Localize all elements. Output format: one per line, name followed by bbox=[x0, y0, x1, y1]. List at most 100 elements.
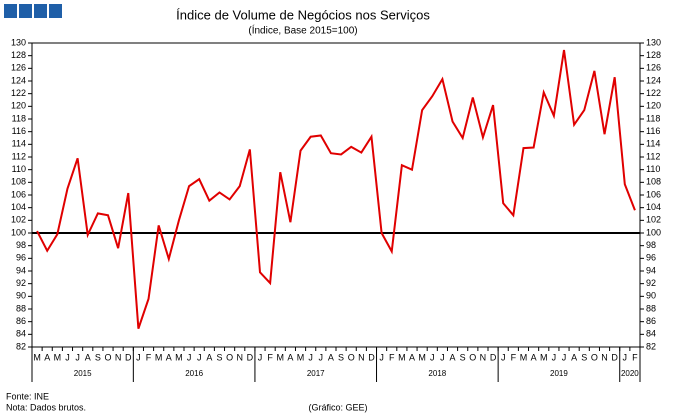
x-tick-label: M bbox=[54, 352, 62, 362]
x-tick-label: D bbox=[247, 352, 254, 362]
year-label: 2017 bbox=[307, 369, 325, 378]
x-tick-label: M bbox=[418, 352, 426, 362]
y2-tick-label: 88 bbox=[646, 303, 656, 313]
y-tick-label: 86 bbox=[16, 316, 26, 326]
x-tick-label: O bbox=[469, 352, 476, 362]
x-tick-label: A bbox=[328, 352, 334, 362]
x-tick-label: N bbox=[236, 352, 243, 362]
x-tick-label: A bbox=[85, 352, 91, 362]
y-tick-label: 94 bbox=[16, 265, 26, 275]
x-tick-label: M bbox=[398, 352, 406, 362]
y2-tick-label: 102 bbox=[646, 215, 661, 225]
x-tick-label: O bbox=[104, 352, 111, 362]
x-tick-label: D bbox=[368, 352, 375, 362]
y-tick-label: 92 bbox=[16, 278, 26, 288]
x-tick-label: J bbox=[501, 352, 506, 362]
x-tick-label: J bbox=[440, 352, 445, 362]
y-tick-label: 104 bbox=[11, 202, 26, 212]
y-tick-label: 118 bbox=[12, 113, 26, 123]
y2-tick-label: 98 bbox=[646, 240, 656, 250]
x-tick-label: A bbox=[409, 352, 415, 362]
year-label: 2019 bbox=[550, 369, 568, 378]
x-tick-label: N bbox=[358, 352, 365, 362]
y2-tick-label: 122 bbox=[646, 88, 661, 98]
x-tick-label: O bbox=[348, 352, 355, 362]
y-tick-label: 126 bbox=[11, 63, 26, 73]
y2-tick-label: 120 bbox=[646, 101, 661, 111]
y2-tick-label: 130 bbox=[646, 37, 661, 47]
x-tick-label: J bbox=[308, 352, 313, 362]
x-tick-label: D bbox=[611, 352, 618, 362]
y-tick-label: 114 bbox=[12, 139, 26, 149]
x-tick-label: J bbox=[187, 352, 192, 362]
x-tick-label: J bbox=[258, 352, 263, 362]
x-tick-label: F bbox=[632, 352, 638, 362]
x-tick-label: M bbox=[277, 352, 285, 362]
year-label: 2018 bbox=[428, 369, 446, 378]
x-tick-label: J bbox=[319, 352, 324, 362]
x-tick-label: S bbox=[460, 352, 466, 362]
y-tick-label: 110 bbox=[12, 164, 26, 174]
x-tick-label: O bbox=[591, 352, 598, 362]
x-tick-label: A bbox=[450, 352, 456, 362]
y-tick-label: 102 bbox=[11, 215, 26, 225]
y-tick-label: 82 bbox=[16, 341, 26, 351]
x-tick-label: F bbox=[389, 352, 395, 362]
y-tick-label: 108 bbox=[11, 177, 26, 187]
chart-subtitle: (Índice, Base 2015=100) bbox=[248, 24, 357, 37]
x-tick-label: J bbox=[65, 352, 70, 362]
y2-tick-label: 94 bbox=[646, 265, 656, 275]
x-tick-label: M bbox=[520, 352, 528, 362]
x-tick-label: J bbox=[623, 352, 628, 362]
y2-tick-label: 124 bbox=[646, 75, 661, 85]
y2-tick-label: 82 bbox=[646, 341, 656, 351]
x-tick-label: S bbox=[581, 352, 587, 362]
x-tick-label: O bbox=[226, 352, 233, 362]
x-tick-label: F bbox=[146, 352, 152, 362]
y-tick-label: 88 bbox=[16, 303, 26, 313]
x-tick-label: J bbox=[430, 352, 435, 362]
y2-tick-label: 90 bbox=[646, 291, 656, 301]
y-tick-label: 122 bbox=[11, 88, 26, 98]
y2-tick-label: 112 bbox=[646, 151, 660, 161]
x-tick-label: M bbox=[175, 352, 183, 362]
series-line bbox=[36, 49, 636, 329]
x-tick-label: A bbox=[571, 352, 577, 362]
x-tick-label: M bbox=[297, 352, 305, 362]
x-tick-label: A bbox=[531, 352, 537, 362]
y2-tick-label: 108 bbox=[646, 177, 661, 187]
x-tick-label: M bbox=[540, 352, 548, 362]
x-tick-label: N bbox=[480, 352, 487, 362]
y2-tick-label: 86 bbox=[646, 316, 656, 326]
y2-tick-label: 96 bbox=[646, 253, 656, 263]
x-tick-label: S bbox=[95, 352, 101, 362]
note: Nota: Dados brutos. bbox=[6, 402, 86, 412]
y2-tick-label: 100 bbox=[646, 227, 661, 237]
x-tick-label: D bbox=[490, 352, 497, 362]
y-tick-label: 100 bbox=[11, 227, 26, 237]
y-tick-label: 130 bbox=[11, 37, 26, 47]
y-tick-label: 128 bbox=[11, 50, 26, 60]
logo-square bbox=[4, 4, 17, 18]
x-tick-label: J bbox=[197, 352, 202, 362]
x-tick-label: M bbox=[33, 352, 41, 362]
x-tick-label: D bbox=[125, 352, 132, 362]
x-tick-label: A bbox=[206, 352, 212, 362]
x-tick-label: S bbox=[338, 352, 344, 362]
x-tick-label: S bbox=[216, 352, 222, 362]
x-tick-label: M bbox=[155, 352, 163, 362]
source: Fonte: INE bbox=[6, 391, 49, 401]
y2-tick-label: 126 bbox=[646, 63, 661, 73]
y2-tick-label: 114 bbox=[646, 139, 660, 149]
x-tick-label: F bbox=[511, 352, 517, 362]
y-tick-label: 106 bbox=[11, 189, 26, 199]
x-tick-label: N bbox=[601, 352, 608, 362]
logo-square bbox=[19, 4, 32, 18]
year-label: 2020 bbox=[621, 369, 639, 378]
year-label: 2015 bbox=[74, 369, 92, 378]
x-tick-label: A bbox=[166, 352, 172, 362]
y-tick-label: 84 bbox=[16, 329, 26, 339]
credit: (Gráfico: GEE) bbox=[308, 402, 367, 412]
logo-square bbox=[49, 4, 62, 18]
